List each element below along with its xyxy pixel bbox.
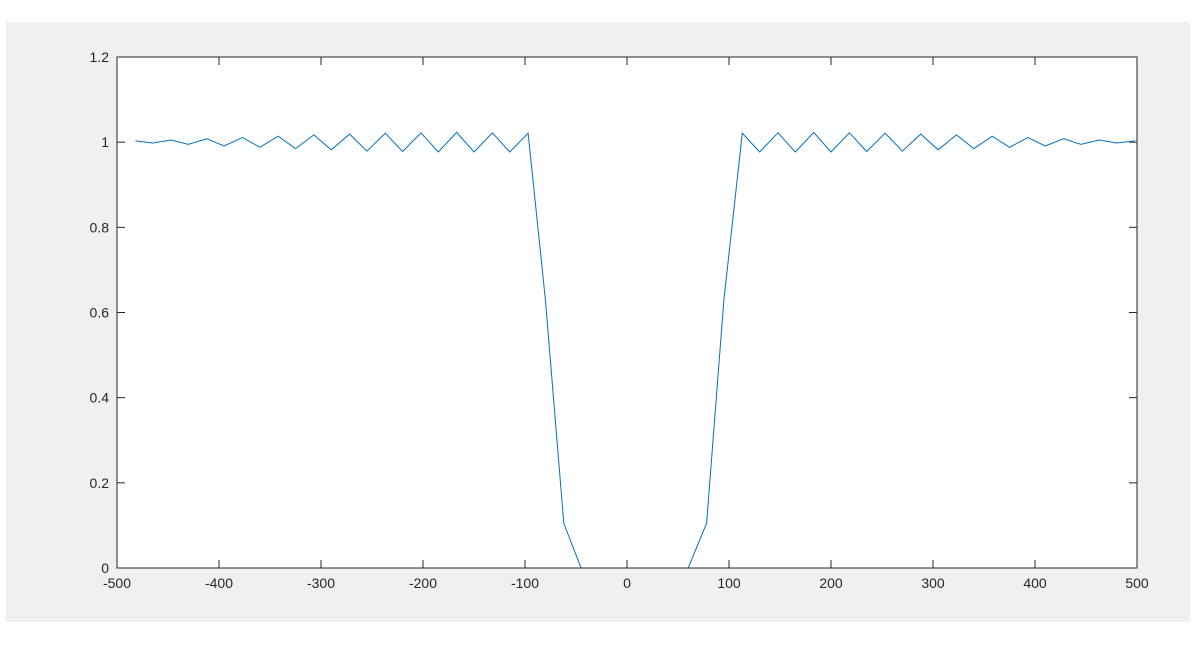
x-tick-label: 0: [623, 575, 631, 591]
y-tick-label: 1: [101, 134, 109, 150]
x-tick-label: -100: [511, 575, 539, 591]
x-axis: -500 -400 -300 -200 -100 0 100 200 300 400 500: [103, 57, 1149, 591]
y-tick-label: 0.2: [90, 475, 110, 491]
y-tick-label: 0.4: [90, 390, 110, 406]
plot-area: [117, 57, 1137, 568]
y-tick-label: 0: [101, 560, 109, 576]
x-tick-label: -400: [205, 575, 233, 591]
x-tick-label: 100: [717, 575, 741, 591]
x-tick-label: 400: [1023, 575, 1047, 591]
line-chart: -500 -400 -300 -200 -100 0 100 200 300 400 500 0 0.…: [90, 49, 1149, 591]
plot-frame: [116, 56, 1138, 569]
y-tick-label: 1.2: [90, 49, 110, 65]
figure-window: -500 -400 -300 -200 -100 0 100 200 300 400 500 0 0.…: [6, 22, 1190, 622]
x-tick-label: -300: [307, 575, 335, 591]
x-tick-label: -200: [409, 575, 437, 591]
x-tick-label: 200: [819, 575, 843, 591]
x-tick-label: 500: [1125, 575, 1149, 591]
x-tick-label: -500: [103, 575, 131, 591]
y-tick-label: 0.8: [90, 219, 110, 235]
x-tick-label: 300: [921, 575, 945, 591]
y-tick-label: 0.6: [90, 305, 110, 321]
